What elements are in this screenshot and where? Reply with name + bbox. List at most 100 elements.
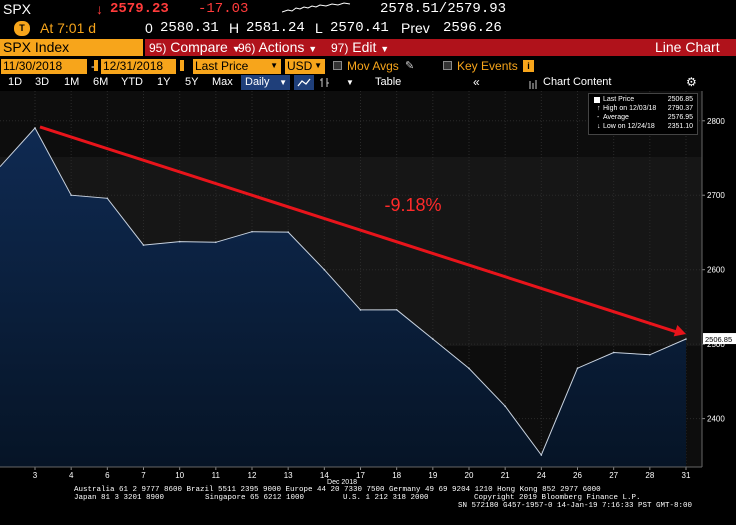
date-dash: -	[91, 59, 95, 73]
price-point-12/14	[323, 268, 326, 271]
chart-style-dropdown-icon[interactable]: ▼	[346, 78, 354, 87]
range-ytd[interactable]: YTD	[121, 76, 143, 88]
footer-session: SN 572180 G457-1957-0 14-Jan-19 7:16:33 …	[458, 502, 693, 510]
last-price-tag: 2506.85	[703, 333, 736, 345]
range-1m[interactable]: 1M	[64, 76, 80, 88]
compare-menu[interactable]: 95) Compare ▼	[149, 39, 241, 55]
price-chart[interactable]: 3 4 6 7 10 11 12 13 14 17 18 19 20 21 24 26 27 28 31 24002…	[0, 91, 736, 496]
trend-arrow	[39, 125, 686, 337]
security-box[interactable]: SPX Index	[0, 39, 143, 56]
info-icon[interactable]: i	[523, 60, 534, 72]
chart-type-title: Line Chart	[655, 39, 720, 55]
x-tick-label-11: 11	[212, 471, 221, 480]
x-tick-label-10: 10	[175, 471, 184, 480]
range-1d[interactable]: 1D	[8, 76, 23, 88]
ticker-flag-icon: T	[14, 21, 30, 36]
price-point-12/19	[432, 338, 434, 340]
x-tick-label-12: 12	[248, 471, 257, 480]
x-axis-ticks: 3 4 6 7 10 11 12 13 14 17 18 19 20 21 24 26 27 28 31	[33, 127, 691, 480]
y-axis-ticks: 2400 2500 2600 2700 2800	[702, 117, 725, 424]
high-prefix: H	[229, 20, 240, 36]
bar-chart-toggle[interactable]	[318, 75, 332, 90]
settings-gear-icon[interactable]: ⚙	[686, 75, 697, 89]
trend-arrow-head	[673, 324, 686, 337]
x-tick-label-26: 26	[573, 471, 582, 480]
price-point-12/03	[34, 127, 36, 129]
x-tick-label-6: 6	[105, 471, 110, 480]
low-price: 2570.41	[330, 20, 389, 36]
high-arrow-icon: ↑	[597, 105, 601, 112]
quote-bar-top: SPX ↓ 2579.23 -17.03 2578.51/2579.93	[0, 0, 736, 19]
x-tick-label-31: 31	[682, 471, 691, 480]
x-tick-label-21: 21	[501, 471, 510, 480]
range-1y[interactable]: 1Y	[157, 76, 171, 88]
range-6m[interactable]: 6M	[93, 76, 109, 88]
y-tick-label-2600: 2600	[707, 266, 725, 275]
pencil-icon[interactable]: ✎	[405, 60, 415, 72]
table-button[interactable]: Table	[375, 76, 402, 88]
legend-avg-value: 2576.95	[667, 114, 693, 121]
key-events-checkbox[interactable]	[443, 61, 452, 70]
range-5y[interactable]: 5Y	[185, 76, 199, 88]
x-tick-label-18: 18	[392, 471, 401, 480]
legend-last-label: Last Price	[603, 96, 635, 103]
low-arrow-icon: ↓	[597, 123, 601, 130]
legend-last-value: 2506.85	[667, 96, 693, 103]
x-tick-label-20: 20	[465, 471, 474, 480]
price-point-12/21	[504, 405, 506, 408]
price-point-12/24	[540, 454, 543, 456]
x-tick-label-13: 13	[284, 471, 293, 480]
high-price: 2581.24	[246, 20, 305, 36]
price-point-12/31	[685, 338, 687, 340]
x-tick-label-24: 24	[537, 471, 546, 480]
ticker-symbol[interactable]: SPX	[3, 1, 32, 17]
down-arrow-icon: ↓	[96, 1, 103, 17]
x-tick-label-14: 14	[320, 471, 329, 480]
price-point-12/17	[359, 309, 362, 311]
chart-content-icon	[528, 77, 538, 89]
actions-menu[interactable]: 96) Actions ▼	[238, 39, 318, 55]
end-date-field[interactable]: 12/31/2018	[101, 59, 176, 74]
field-select[interactable]: Last Price ▼	[193, 59, 281, 74]
price-point-12/18	[395, 308, 398, 311]
average-dash-icon: -	[597, 114, 600, 121]
period-select[interactable]: Daily ▼	[241, 75, 290, 90]
start-date-picker-icon[interactable]	[94, 60, 98, 71]
range-3d[interactable]: 3D	[35, 76, 50, 88]
price-point-12/28	[649, 353, 651, 356]
chart-toolbar: 1D 3D 1M 6M YTD 1Y 5Y Max Daily ▼ ▼ Table…	[0, 74, 736, 91]
edit-menu[interactable]: 97) Edit ▼	[331, 39, 390, 55]
last-price-swatch	[594, 97, 600, 103]
price-point-12/20	[468, 367, 470, 370]
open-price: 2580.31	[160, 20, 219, 36]
y-tick-label-2500: 2500	[707, 340, 725, 349]
bar-chart-icon	[320, 78, 329, 87]
end-date-picker-icon[interactable]	[180, 60, 184, 71]
line-chart-toggle[interactable]	[294, 75, 314, 90]
legend-low-label: Low on 12/24/18	[603, 123, 655, 130]
key-events-label[interactable]: Key Events	[457, 59, 518, 73]
sparkline-icon	[282, 2, 351, 13]
menu-strip	[145, 39, 736, 56]
start-date-field[interactable]: 11/30/2018	[1, 59, 87, 74]
mov-avgs-checkbox[interactable]	[333, 61, 342, 70]
footer-copyright: Copyright 2019 Bloomberg Finance L.P.	[474, 494, 641, 502]
y-tick-label-2700: 2700	[707, 191, 725, 200]
quote-time: At 7:01 d	[40, 20, 97, 36]
collapse-left-icon[interactable]: «	[473, 75, 480, 89]
chart-content-button[interactable]: Chart Content	[543, 76, 612, 88]
price-point-12/04	[70, 194, 72, 196]
range-max[interactable]: Max	[212, 76, 233, 88]
footer-us: U.S. 1 212 318 2000	[343, 494, 429, 502]
percent-change-label: -9.18%	[384, 195, 441, 215]
price-point-12/07	[142, 244, 145, 246]
x-tick-label-3: 3	[33, 471, 38, 480]
price-area	[0, 128, 686, 467]
legend-avg-label: Average	[603, 114, 629, 121]
open-prefix: 0	[145, 20, 153, 36]
currency-select[interactable]: USD ▼	[285, 59, 325, 74]
price-point-12/12	[251, 230, 253, 233]
x-month-label: Dec 2018	[327, 479, 357, 486]
line-chart-icon	[297, 78, 311, 87]
mov-avgs-label[interactable]: Mov Avgs	[347, 59, 399, 73]
